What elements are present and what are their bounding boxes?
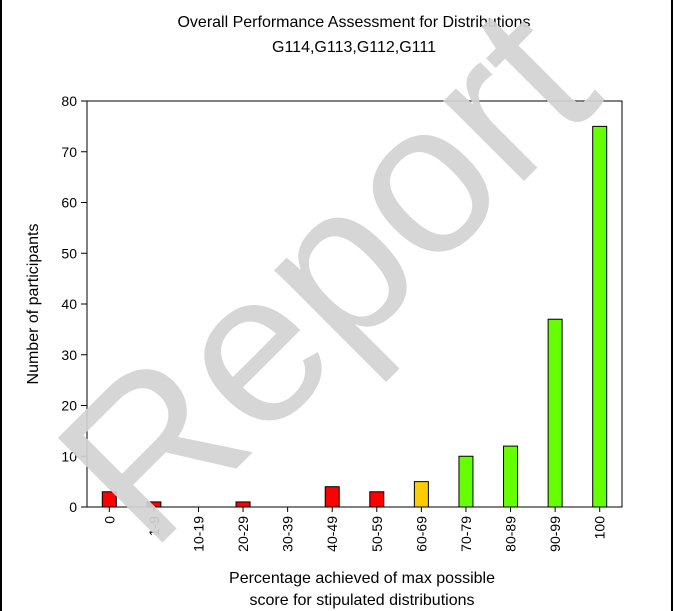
chart-subtitle: G114,G113,G112,G111 xyxy=(272,39,436,56)
chart-title: Overall Performance Assessment for Distr… xyxy=(177,14,530,31)
x-tick-label: 70-79 xyxy=(458,516,474,552)
bar-80-89 xyxy=(503,445,519,508)
y-tick-label: 10 xyxy=(61,448,77,464)
y-axis-label: Number of participants xyxy=(25,224,42,385)
y-tick-label: 0 xyxy=(69,499,77,515)
bar-60-69 xyxy=(413,481,429,508)
x-tick-label: 40-49 xyxy=(324,516,340,552)
y-tick-label: 50 xyxy=(61,245,77,261)
x-tick-label: 10-19 xyxy=(190,516,206,552)
bar-50-59 xyxy=(369,491,385,508)
x-axis-label-line2: score for stipulated distributions xyxy=(250,592,475,609)
x-tick-label: 1-9 xyxy=(146,516,162,536)
bar-70-79 xyxy=(458,455,474,508)
x-tick-label: 50-59 xyxy=(369,516,385,552)
y-tick-label: 80 xyxy=(61,93,77,109)
x-tick-label: 0 xyxy=(101,516,117,524)
x-tick-label: 90-99 xyxy=(547,516,563,552)
x-axis-label-line1: Percentage achieved of max possible xyxy=(229,570,495,587)
x-tick-label: 60-69 xyxy=(413,516,429,552)
x-tick-label: 30-39 xyxy=(280,516,296,552)
bar-40-49 xyxy=(324,486,340,508)
y-tick-label: 20 xyxy=(61,398,77,414)
x-tick-label: 20-29 xyxy=(235,516,251,552)
y-tick-label: 70 xyxy=(61,144,77,160)
bar-100 xyxy=(592,125,608,508)
y-tick-label: 60 xyxy=(61,195,77,211)
x-tick-label: 80-89 xyxy=(503,516,519,552)
bars xyxy=(101,125,608,508)
y-tick-label: 30 xyxy=(61,347,77,363)
x-axis-ticks: 0 1-9 10-19 20-29 30-39 40-49 50-59 60-69 70-79 8… xyxy=(101,507,608,552)
x-tick-label: 100 xyxy=(592,516,608,540)
y-tick-label: 40 xyxy=(61,296,77,312)
y-axis-ticks: 0 10 20 30 40 50 60 70 80 xyxy=(61,93,87,515)
bar-90-99 xyxy=(547,318,563,508)
